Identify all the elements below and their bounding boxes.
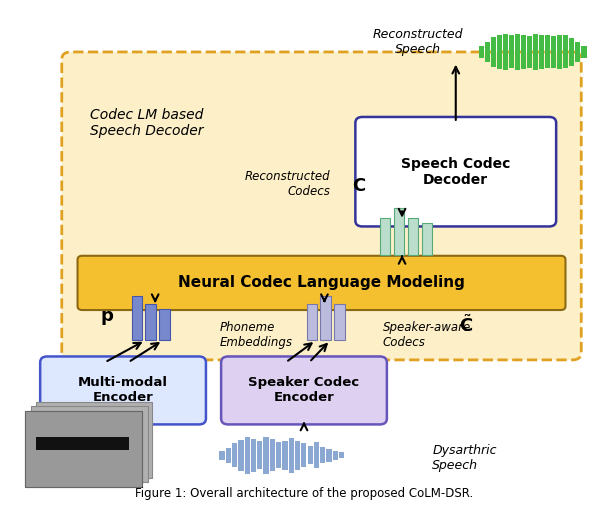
Bar xyxy=(521,34,527,69)
Text: $\tilde{\mathbf{C}}$: $\tilde{\mathbf{C}}$ xyxy=(458,315,473,336)
Bar xyxy=(497,34,502,69)
Text: Reconstructed
Speech: Reconstructed Speech xyxy=(373,28,463,56)
Bar xyxy=(491,37,496,67)
Bar xyxy=(244,437,250,474)
Bar xyxy=(569,38,575,66)
Bar xyxy=(307,304,317,340)
Bar xyxy=(557,34,562,69)
Bar xyxy=(132,296,142,340)
Bar xyxy=(282,440,288,470)
Bar xyxy=(35,402,152,478)
Bar xyxy=(581,46,587,58)
Bar xyxy=(334,304,345,340)
Bar xyxy=(226,448,231,463)
Text: Speech Codec
Decoder: Speech Codec Decoder xyxy=(401,157,511,187)
Text: Phoneme
Embeddings: Phoneme Embeddings xyxy=(219,321,292,349)
Text: $\mathbf{C}$: $\mathbf{C}$ xyxy=(353,177,367,196)
Text: Neural Codec Language Modeling: Neural Codec Language Modeling xyxy=(178,276,465,290)
Bar xyxy=(276,443,282,468)
Text: Speaker-aware
Codecs: Speaker-aware Codecs xyxy=(383,321,471,349)
Bar xyxy=(563,35,568,69)
Bar xyxy=(380,218,390,255)
Bar xyxy=(314,443,319,468)
Bar xyxy=(320,296,331,340)
Bar xyxy=(422,223,432,255)
Text: $\mathbf{p}$: $\mathbf{p}$ xyxy=(100,309,114,328)
Bar xyxy=(238,439,244,471)
Bar xyxy=(145,304,156,340)
Bar xyxy=(485,42,491,62)
Bar xyxy=(527,36,533,68)
Bar xyxy=(333,451,338,460)
Bar xyxy=(533,34,539,70)
Bar xyxy=(25,411,142,487)
Bar xyxy=(509,35,514,69)
Text: Speaker Codec
Encoder: Speaker Codec Encoder xyxy=(249,376,359,405)
Bar xyxy=(219,451,224,460)
FancyBboxPatch shape xyxy=(355,117,556,226)
Bar xyxy=(257,441,263,469)
Bar xyxy=(289,438,294,473)
Bar xyxy=(263,437,269,474)
Bar xyxy=(320,447,325,463)
Bar xyxy=(35,437,129,450)
FancyBboxPatch shape xyxy=(221,357,387,424)
Bar xyxy=(545,35,550,69)
Bar xyxy=(408,218,418,255)
Bar xyxy=(551,36,556,68)
Bar xyxy=(326,449,332,462)
Bar xyxy=(575,42,581,62)
FancyBboxPatch shape xyxy=(78,256,565,310)
FancyBboxPatch shape xyxy=(40,357,206,424)
Text: Multi-modal
Encoder: Multi-modal Encoder xyxy=(78,376,168,405)
Bar xyxy=(159,308,170,340)
Bar xyxy=(539,34,544,69)
FancyBboxPatch shape xyxy=(62,52,581,360)
Bar xyxy=(295,440,300,470)
Bar xyxy=(270,439,275,471)
Text: Figure 1: Overall architecture of the proposed CoLM-DSR.: Figure 1: Overall architecture of the pr… xyxy=(135,487,473,500)
Bar xyxy=(232,443,237,467)
Text: Reconstructed
Codecs: Reconstructed Codecs xyxy=(244,170,330,198)
Bar xyxy=(25,411,142,487)
Bar xyxy=(515,34,520,70)
Bar xyxy=(479,46,485,58)
Bar xyxy=(251,439,256,472)
Bar xyxy=(301,443,306,467)
Bar xyxy=(308,446,313,464)
Bar xyxy=(503,34,508,70)
Bar xyxy=(31,406,148,482)
Text: Codec LM based
Speech Decoder: Codec LM based Speech Decoder xyxy=(89,108,203,138)
Bar xyxy=(339,452,344,458)
Text: Dysarthric
Speech: Dysarthric Speech xyxy=(432,444,497,472)
Bar xyxy=(394,209,404,255)
